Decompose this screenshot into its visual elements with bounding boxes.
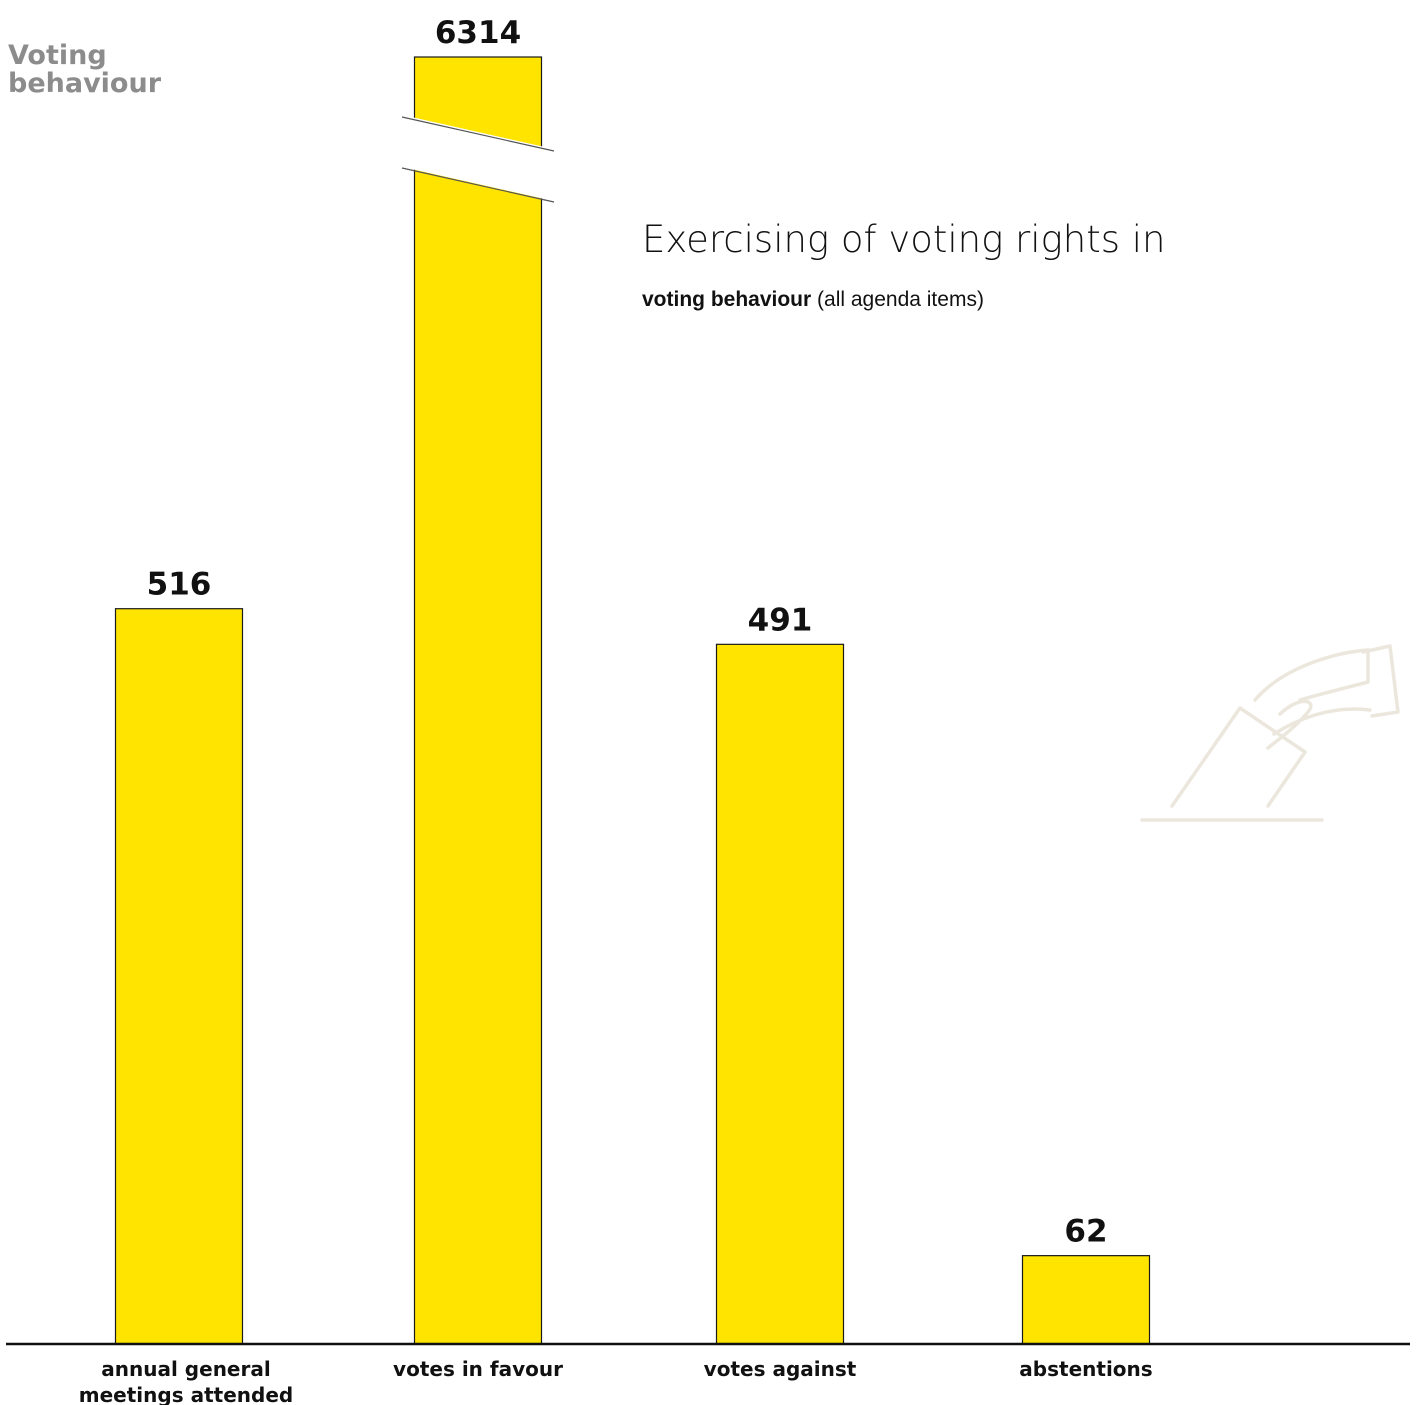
category-label: meetings attended xyxy=(79,1383,293,1405)
value-label: 62 xyxy=(1064,1214,1107,1250)
chart-subtitle: voting behaviour (all agenda items) xyxy=(642,288,984,312)
value-label: 6314 xyxy=(435,15,521,51)
bar-2 xyxy=(715,643,845,1345)
category-label: votes against xyxy=(704,1357,857,1381)
chart-title: Exercising of voting rights in xyxy=(642,218,1166,261)
axis-break-line xyxy=(401,167,555,203)
category-label: votes in favour xyxy=(393,1357,563,1381)
value-label: 516 xyxy=(147,567,212,603)
category-label: abstentions xyxy=(1019,1357,1152,1381)
axis-break-gap xyxy=(398,114,558,202)
ballot-box-vote-icon xyxy=(1140,644,1400,822)
bar-0 xyxy=(114,608,244,1345)
corner-title: Voting behaviour xyxy=(8,40,162,99)
subtitle-rest: (all agenda items) xyxy=(811,288,984,311)
value-label: 491 xyxy=(748,602,813,638)
subtitle-bold: voting behaviour xyxy=(642,288,812,311)
axis-break-line xyxy=(401,116,555,152)
bar-1 xyxy=(413,56,543,1345)
bar-3 xyxy=(1021,1255,1151,1345)
bars-layer xyxy=(114,56,1151,1345)
category-label: annual general xyxy=(101,1357,270,1381)
